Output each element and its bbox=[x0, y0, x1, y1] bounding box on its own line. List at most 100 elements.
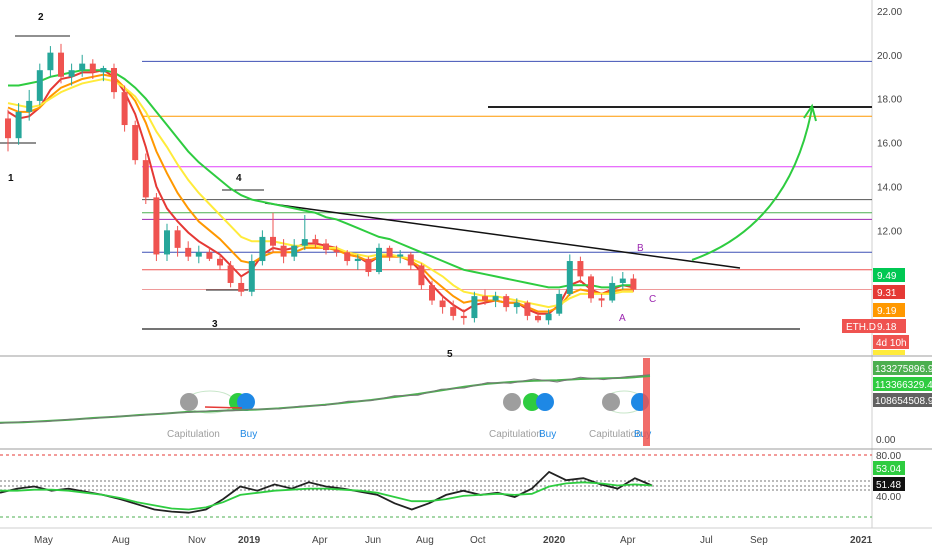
candle bbox=[195, 245, 202, 264]
drawings bbox=[0, 35, 872, 330]
candle-body bbox=[333, 250, 340, 253]
x-tick: Jul bbox=[700, 535, 713, 546]
capitulation-marker-2 bbox=[503, 393, 554, 411]
badge-symbol bbox=[842, 319, 906, 333]
wave-label-c: C bbox=[649, 294, 656, 305]
x-tick: Apr bbox=[312, 535, 328, 546]
candle-body bbox=[301, 239, 308, 246]
obv-label-2: 113366329.44 bbox=[875, 380, 932, 391]
osc-label-1: 53.04 bbox=[876, 464, 901, 475]
candle bbox=[354, 254, 361, 270]
candle bbox=[513, 298, 520, 314]
candle-body bbox=[429, 285, 435, 301]
candle bbox=[503, 293, 510, 312]
badge-green-label: 9.49 bbox=[877, 271, 897, 282]
obv-label-2-bg bbox=[873, 377, 932, 391]
candle-body bbox=[164, 230, 170, 255]
candle-body bbox=[323, 243, 329, 251]
candle bbox=[619, 272, 626, 290]
candle bbox=[450, 300, 457, 321]
badge-orange bbox=[873, 303, 905, 317]
wave-label-4: 4 bbox=[236, 173, 242, 184]
annotation-buy-3: Buy bbox=[634, 429, 651, 440]
candle bbox=[524, 300, 531, 321]
wave-label-a: A bbox=[619, 313, 626, 324]
x-tick: 2021 bbox=[850, 535, 873, 546]
candle-body bbox=[5, 118, 11, 139]
x-tick: Apr bbox=[620, 535, 636, 546]
candle-body bbox=[556, 293, 563, 314]
candle-body bbox=[354, 258, 361, 262]
price-badges: 9.49 9.31 9.19 ETH.D 9.18 4d 10h bbox=[842, 268, 909, 355]
candle bbox=[36, 63, 43, 106]
candle-body bbox=[386, 247, 393, 257]
candle bbox=[492, 291, 499, 308]
badge-orange-label: 9.19 bbox=[877, 306, 897, 317]
volume-spike-bar bbox=[643, 358, 650, 446]
candle bbox=[556, 289, 563, 316]
candle-body bbox=[89, 63, 96, 73]
x-tick: May bbox=[34, 535, 53, 546]
candle-body bbox=[174, 230, 181, 248]
candle bbox=[609, 276, 616, 303]
candle-body bbox=[79, 63, 86, 71]
obv-pane: Capitulation Buy Capitulation Buy Capitu… bbox=[167, 358, 651, 446]
candle-body bbox=[482, 296, 488, 301]
candle-body bbox=[535, 315, 541, 321]
candle bbox=[26, 89, 33, 121]
x-tick: Oct bbox=[470, 535, 486, 546]
wave-label-5: 5 bbox=[447, 349, 453, 360]
candle bbox=[566, 254, 573, 297]
candle-body bbox=[248, 261, 255, 292]
osc-label-1-bg bbox=[873, 461, 905, 475]
oscillator-line bbox=[0, 481, 653, 511]
candle bbox=[535, 311, 541, 323]
y-tick: 22.00 bbox=[877, 7, 902, 18]
x-tick: 2020 bbox=[543, 535, 566, 546]
candle-body bbox=[577, 261, 584, 277]
candle-body bbox=[365, 258, 372, 272]
wave-label-3: 3 bbox=[212, 319, 218, 330]
candle bbox=[397, 250, 404, 264]
y-tick: 18.00 bbox=[877, 95, 902, 106]
candle bbox=[418, 263, 425, 290]
candle bbox=[153, 193, 160, 262]
candle bbox=[238, 276, 245, 297]
candle bbox=[376, 243, 382, 275]
candle-body bbox=[185, 247, 192, 257]
candles bbox=[5, 43, 637, 325]
candle-body bbox=[545, 313, 552, 321]
candle-body bbox=[47, 52, 54, 71]
candle bbox=[164, 223, 170, 262]
candle bbox=[79, 54, 86, 77]
capitulation-marker-1 bbox=[180, 390, 255, 414]
candle-body bbox=[291, 245, 298, 257]
badge-symbol-price: 9.18 bbox=[877, 322, 897, 333]
candle-body bbox=[121, 92, 128, 126]
candle-body bbox=[397, 254, 404, 257]
candle bbox=[280, 239, 287, 264]
time-axis[interactable]: May Aug Nov 2019 Apr Jun Aug Oct 2020 Ap… bbox=[34, 535, 873, 546]
candle bbox=[323, 239, 329, 255]
candle-body bbox=[259, 236, 266, 262]
candle bbox=[132, 120, 139, 165]
y-tick: 12.00 bbox=[877, 226, 902, 237]
badge-green bbox=[873, 268, 905, 282]
projection-arrow-head bbox=[803, 103, 817, 122]
candle-body bbox=[609, 282, 616, 301]
candle-body bbox=[111, 68, 117, 93]
candle bbox=[344, 250, 351, 266]
candle-body bbox=[503, 296, 510, 308]
oscillator-guides bbox=[0, 454, 872, 518]
osc-tick-80: 80.00 bbox=[876, 451, 901, 462]
x-tick: Jun bbox=[365, 535, 381, 546]
candle-body bbox=[492, 296, 499, 301]
candle-body bbox=[58, 52, 64, 77]
candle-body bbox=[280, 245, 287, 257]
candle bbox=[333, 245, 340, 257]
candle bbox=[15, 103, 22, 145]
candle-body bbox=[142, 160, 149, 198]
candle bbox=[301, 214, 308, 251]
candle-body bbox=[460, 315, 467, 319]
